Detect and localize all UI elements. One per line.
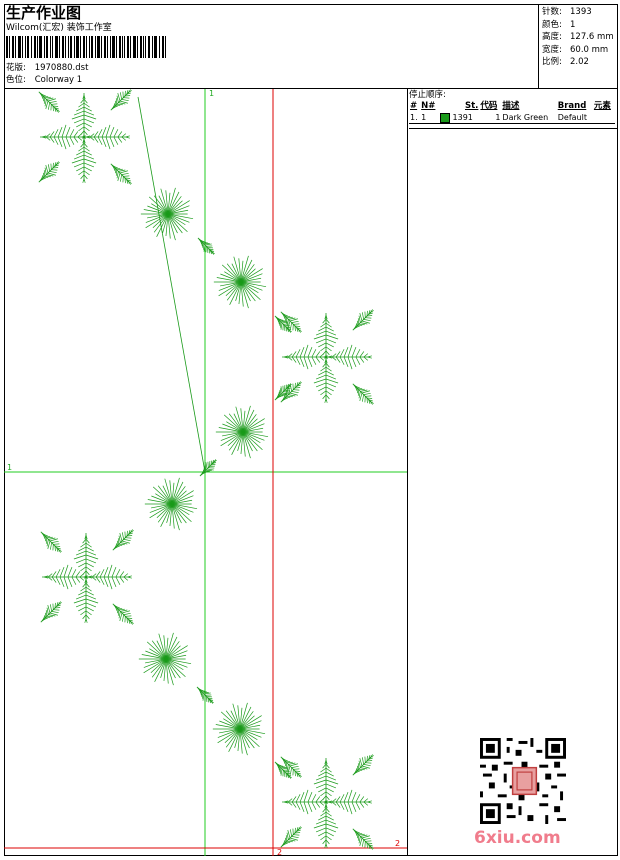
flower-1-leaf-sw: [38, 161, 60, 183]
stop-sequence-table: # N# St. 代码 描述 Brand 元素 1. 1 1391 1 Dark…: [409, 101, 615, 124]
table-row[interactable]: 1. 1 1391 1 Dark Green Default: [409, 112, 615, 124]
colorway-label: 色位:: [6, 75, 26, 85]
design-label: 花版:: [6, 63, 26, 73]
marker-green-top: 1: [209, 89, 214, 98]
jump-stitch-line: [137, 96, 206, 473]
header-divider-horizontal: [4, 88, 618, 89]
flower-4-leaf-se: [352, 828, 374, 850]
flower-1-leaf-nw: [38, 91, 60, 113]
flower-1-leaf-top: [71, 93, 97, 139]
flower-2-leaf-sw: [280, 381, 302, 403]
color-swatch: [439, 112, 450, 123]
stat-scale: 比例: 2.02: [542, 57, 589, 67]
colorway-value: Colorway 1: [34, 75, 83, 85]
embroidery-design: 1 1 2 2: [4, 89, 407, 856]
col-element: 元素: [593, 101, 611, 111]
row-description: Dark Green: [501, 112, 557, 124]
flower-1-leaf-left: [40, 124, 86, 150]
leaf-small-2: [274, 315, 292, 333]
flower-2-leaf-se: [352, 383, 374, 405]
flower-4-leaf-sw: [280, 826, 302, 848]
leaf-small-1: [197, 237, 215, 255]
stat-height: 高度: 127.6 mm: [542, 32, 614, 42]
header-divider-vertical: [538, 4, 539, 88]
flower-3-leaf-ne: [112, 529, 134, 551]
burst-3: [215, 405, 269, 459]
burst-6: [212, 702, 266, 756]
row-stitches: 1391: [438, 112, 480, 124]
flower-2-leaf-nw: [280, 311, 302, 333]
stat-width: 宽度: 60.0 mm: [542, 44, 609, 55]
barcode: [6, 36, 166, 58]
page-title: 生产作业图: [6, 4, 82, 22]
flower-3-leaf-se: [112, 603, 134, 625]
stop-sequence-underline: [409, 128, 617, 129]
flower-4-leaf-right: [326, 789, 372, 815]
stat-colors: 颜色: 1: [542, 19, 576, 30]
flower-3-leaf-top: [73, 533, 99, 579]
design-stats: 针数: 1393 颜色: 1 高度: 127.6 mm 宽度: 60.0 mm 比例: 2…: [542, 6, 614, 69]
flower-3-leaf-right: [86, 564, 132, 590]
watermark-logo: 6xiu.com: [474, 828, 561, 848]
flower-2-leaf-left: [282, 344, 328, 370]
flower-4-leaf-nw: [280, 756, 302, 778]
burst-1: [140, 187, 194, 241]
flower-1-leaf-right: [84, 124, 130, 150]
flower-3-leaf-bottom: [73, 577, 99, 623]
stat-stitches: 针数: 1393: [542, 7, 592, 17]
burst-5: [138, 632, 192, 686]
marker-red-bottom: 2: [277, 848, 282, 856]
design-file-row: 花版: 1970880.dst: [6, 62, 536, 74]
burst-4: [144, 477, 198, 531]
col-brand: Brand: [557, 101, 587, 111]
col-number: N#: [421, 101, 436, 111]
col-index: #: [410, 101, 418, 111]
flower-4-leaf-left: [282, 789, 328, 815]
flower-3-leaf-left: [42, 564, 88, 590]
row-brand: Default: [556, 112, 593, 124]
flower-3-leaf-nw: [40, 531, 62, 553]
design-value: 1970880.dst: [34, 63, 89, 73]
col-code: 代码: [480, 101, 498, 111]
leaf-small-6: [274, 761, 292, 779]
leaf-small-5: [196, 686, 214, 704]
flower-3-leaf-sw: [40, 601, 62, 623]
stitch-motifs: [38, 89, 374, 850]
flower-1-leaf-se: [110, 163, 132, 185]
flower-2-leaf-top: [313, 313, 339, 359]
sheet-frame: [4, 4, 618, 856]
row-index: 1.: [409, 112, 421, 124]
flower-4-leaf-bottom: [313, 802, 339, 848]
flower-2-leaf-ne: [352, 309, 374, 331]
company-name: Wilcom(汇宏) 装饰工作室: [6, 23, 112, 33]
flower-4-leaf-top: [313, 758, 339, 804]
stop-sequence-header: # N# St. 代码 描述 Brand 元素: [409, 101, 615, 112]
col-description: 描述: [502, 101, 520, 111]
colorway-row: 色位: Colorway 1: [6, 74, 536, 86]
flower-2-leaf-right: [326, 344, 372, 370]
col-stitches: St.: [464, 101, 479, 111]
row-code: 1: [479, 112, 502, 124]
burst-2: [213, 255, 267, 309]
marker-green-left: 1: [7, 463, 12, 472]
header-left: 生产作业图 Wilcom(汇宏) 装饰工作室 花版: 1970880.dst: [6, 5, 536, 86]
qr-code: [480, 738, 566, 824]
stop-sequence-caption: 停止顺序:: [409, 90, 446, 100]
leaf-small-3: [274, 383, 292, 401]
panel-divider: [407, 88, 408, 856]
row-number: 1: [420, 112, 439, 124]
leaf-small-4: [199, 459, 217, 477]
flower-2-leaf-bottom: [313, 357, 339, 403]
row-element: [592, 112, 615, 124]
flower-4-leaf-ne: [352, 754, 374, 776]
stop-sequence-panel: 停止顺序: # N# St. 代码 描述 Brand 元素 1. 1 1391 …: [409, 89, 617, 129]
flower-1-leaf-ne: [110, 89, 132, 111]
flower-1-leaf-bottom: [71, 137, 97, 183]
marker-red-right: 2: [395, 839, 400, 848]
